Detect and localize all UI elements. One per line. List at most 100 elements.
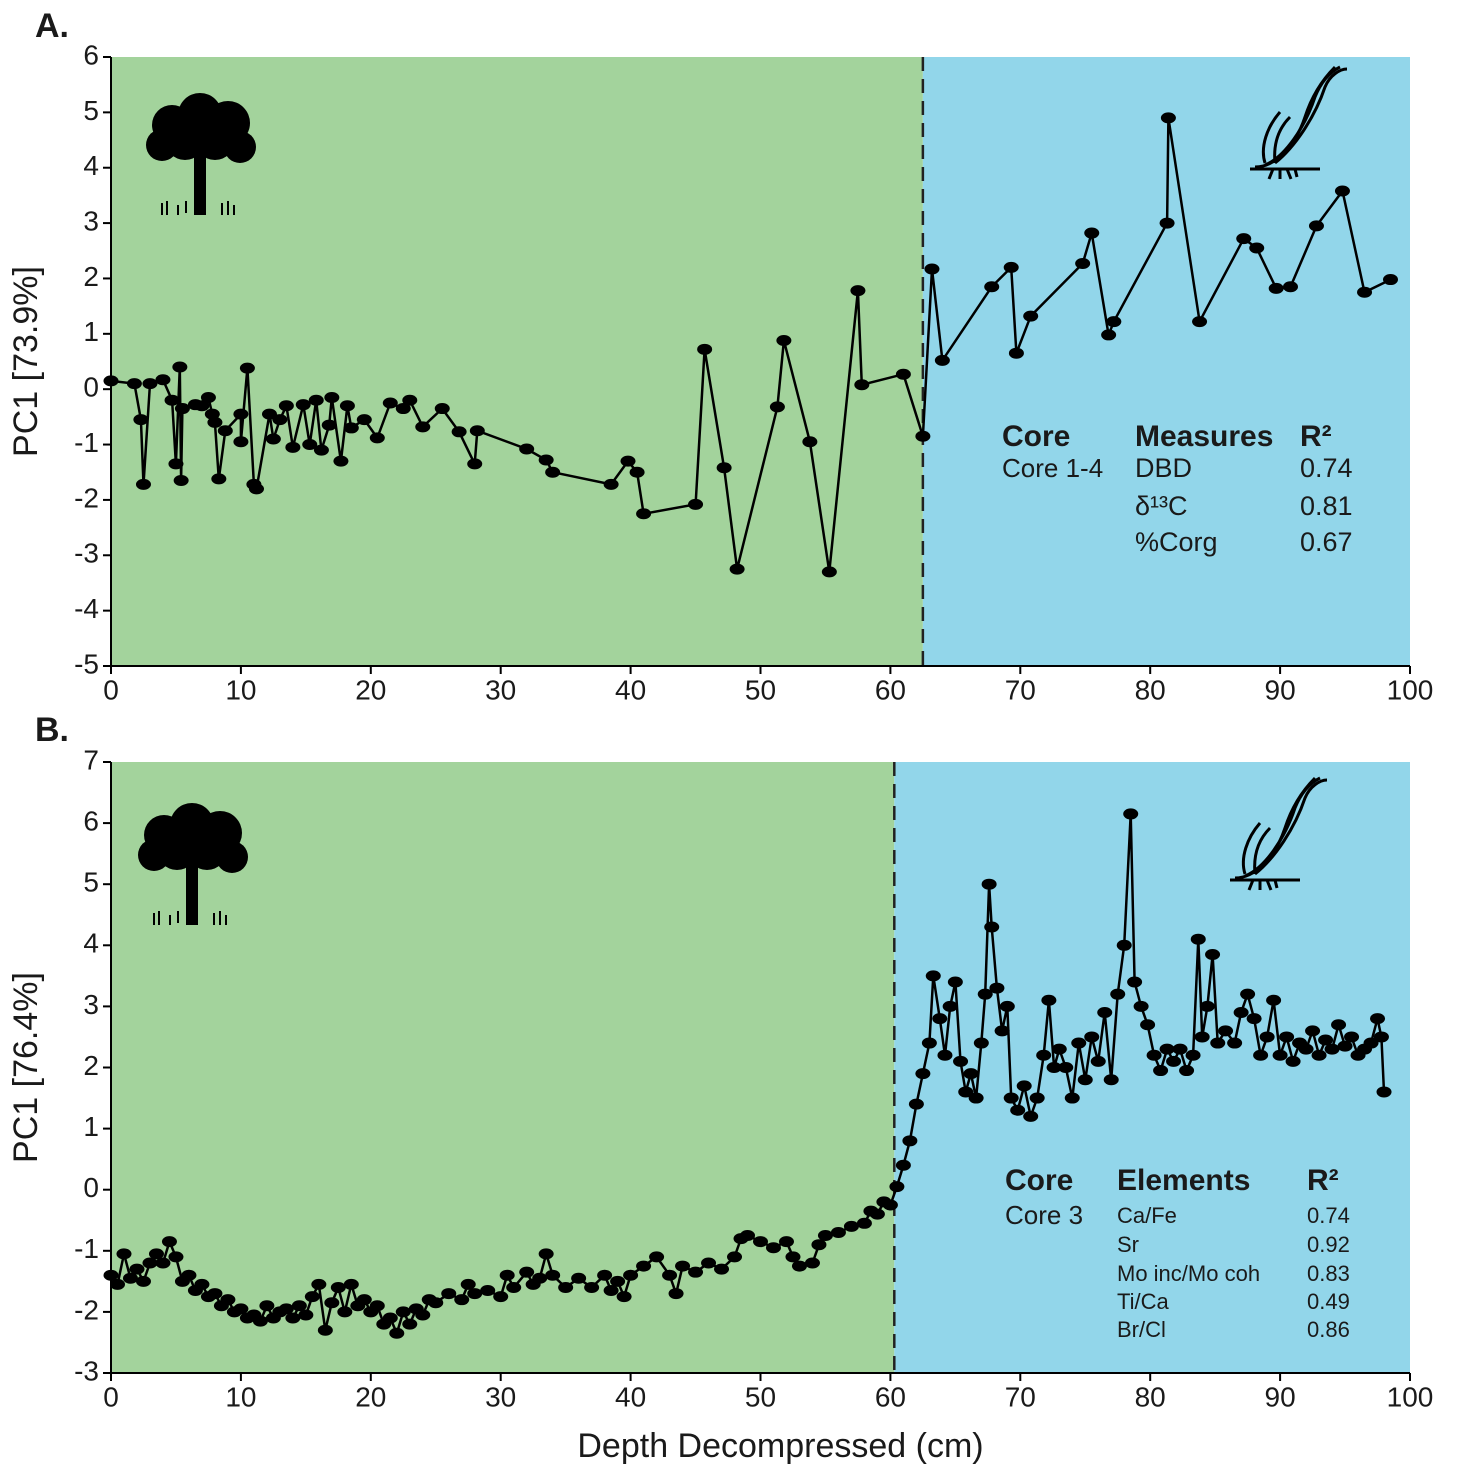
- data-point: [571, 1272, 587, 1284]
- data-point: [1058, 1062, 1074, 1073]
- table-cell: 0.92: [1307, 1232, 1350, 1257]
- data-point: [843, 1220, 859, 1232]
- data-point: [649, 1251, 665, 1263]
- data-point: [947, 976, 963, 988]
- data-point: [1110, 988, 1126, 1000]
- data-point: [620, 455, 636, 467]
- data-point: [233, 1303, 249, 1315]
- y-tick-label: 5: [83, 867, 99, 898]
- data-point: [1036, 1049, 1052, 1061]
- data-point: [1227, 1037, 1243, 1049]
- data-point: [1311, 1049, 1327, 1061]
- data-point: [434, 403, 450, 415]
- y-tick-label: -5: [74, 648, 99, 679]
- data-point: [908, 1098, 924, 1110]
- table-cell: Ca/Fe: [1117, 1203, 1177, 1228]
- x-tick-label: 40: [615, 1381, 646, 1412]
- data-point: [441, 1288, 457, 1300]
- data-point: [989, 982, 1005, 994]
- data-point: [616, 1291, 632, 1303]
- y-tick-label: -4: [74, 593, 99, 624]
- table-header: Core: [1005, 1164, 1073, 1197]
- y-tick-label: 6: [83, 805, 99, 836]
- data-point: [1285, 1055, 1301, 1067]
- x-tick-label: 90: [1265, 674, 1296, 705]
- table-cell: Sr: [1117, 1232, 1139, 1257]
- data-point: [727, 1251, 743, 1263]
- table-cell: Ti/Ca: [1117, 1289, 1170, 1314]
- y-tick-label: 3: [83, 205, 99, 236]
- data-point: [915, 1068, 931, 1080]
- data-point: [109, 1278, 125, 1290]
- data-point: [1090, 1055, 1106, 1067]
- data-point: [603, 1285, 619, 1297]
- data-point: [1268, 282, 1284, 294]
- data-point: [311, 1278, 327, 1290]
- data-point: [869, 1208, 885, 1220]
- data-point: [389, 1327, 405, 1339]
- data-point: [1127, 976, 1143, 988]
- data-point: [321, 419, 337, 431]
- data-point: [1160, 112, 1176, 124]
- data-point: [889, 1181, 905, 1193]
- data-point: [925, 970, 941, 982]
- data-point: [317, 1324, 333, 1336]
- data-point: [174, 403, 190, 415]
- data-point: [1279, 1031, 1295, 1043]
- data-point: [142, 378, 158, 390]
- x-tick-label: 50: [745, 674, 776, 705]
- data-point: [142, 1257, 158, 1269]
- data-point: [1077, 1074, 1093, 1086]
- data-point: [469, 425, 485, 437]
- x-tick-label: 0: [103, 1381, 119, 1412]
- data-point: [1106, 316, 1122, 328]
- data-point: [854, 379, 870, 391]
- data-point: [1075, 258, 1091, 270]
- data-point: [122, 1272, 138, 1284]
- data-point: [1071, 1037, 1087, 1049]
- data-point: [958, 1086, 974, 1098]
- data-point: [1116, 939, 1132, 951]
- data-point: [1370, 1013, 1386, 1025]
- data-point: [395, 403, 411, 415]
- data-point: [1253, 1049, 1269, 1061]
- x-tick-label: 40: [615, 674, 646, 705]
- data-point: [629, 466, 645, 478]
- data-point: [313, 444, 329, 456]
- data-point: [977, 988, 993, 1000]
- table-cell: 0.49: [1307, 1289, 1350, 1314]
- data-point: [1097, 1007, 1113, 1019]
- data-point: [984, 921, 1000, 933]
- data-point: [924, 263, 940, 275]
- data-point: [697, 343, 713, 355]
- data-point: [740, 1230, 756, 1242]
- table-core: Core 1-4: [1002, 453, 1103, 483]
- data-point: [1153, 1065, 1169, 1077]
- y-tick-label: -3: [74, 1355, 99, 1386]
- y-tick-label: 1: [83, 316, 99, 347]
- data-point: [902, 1135, 918, 1147]
- data-point: [467, 458, 483, 470]
- data-point: [802, 436, 818, 448]
- data-point: [817, 1230, 833, 1242]
- data-point: [668, 1288, 684, 1300]
- data-point: [1272, 1049, 1288, 1061]
- data-point: [623, 1269, 639, 1281]
- data-point: [981, 878, 997, 890]
- x-tick-label: 10: [225, 1381, 256, 1412]
- data-point: [382, 397, 398, 409]
- x-tick-label: 80: [1135, 1381, 1166, 1412]
- y-tick-label: 5: [83, 95, 99, 126]
- data-point: [785, 1251, 801, 1263]
- x-tick-label: 50: [745, 1381, 776, 1412]
- data-point: [1199, 1000, 1215, 1012]
- table-cell: %Corg: [1135, 527, 1218, 557]
- data-point: [181, 1269, 197, 1281]
- x-tick-label: 70: [1005, 1381, 1036, 1412]
- data-point: [356, 414, 372, 426]
- data-point: [1318, 1034, 1334, 1046]
- y-tick-label: -1: [74, 427, 99, 458]
- data-point: [934, 354, 950, 366]
- data-point: [220, 1294, 236, 1306]
